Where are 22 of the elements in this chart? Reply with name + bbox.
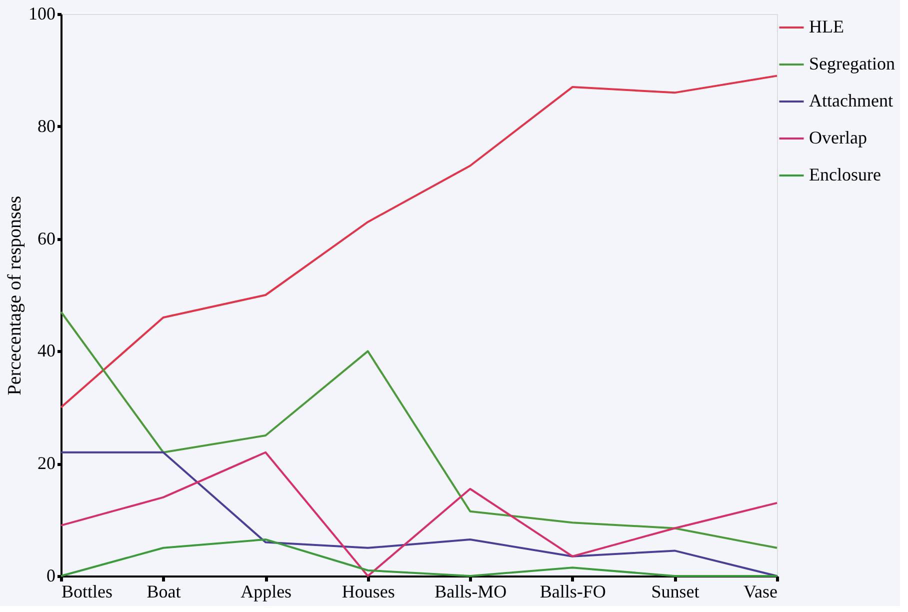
y-tick-label: 40 — [38, 340, 56, 361]
line-series — [60, 310, 778, 549]
y-tick-label: 20 — [38, 453, 56, 474]
legend-label: Segregation — [809, 54, 895, 74]
y-tick-label: 60 — [38, 228, 56, 248]
x-tick-label: Houses — [342, 582, 395, 602]
legend-label: Attachment — [809, 90, 893, 110]
x-tick-label: Apples — [240, 582, 292, 602]
y-tick-label: 80 — [38, 116, 56, 136]
x-tick-label: Sunset — [651, 582, 700, 602]
x-tick-label: Balls-MO — [434, 582, 507, 602]
x-tick-label: Bottles — [62, 582, 113, 602]
line-series — [60, 74, 778, 408]
legend-label: Enclosure — [809, 164, 881, 184]
legend-label: Overlap — [809, 128, 867, 148]
y-tick-label: 0 — [46, 566, 56, 586]
x-tick-label: Balls-FO — [540, 582, 606, 602]
x-tick-label: Vase — [744, 582, 778, 602]
x-tick-label: Boat — [146, 582, 181, 602]
legend-label: HLE — [809, 16, 844, 36]
y-axis-title: Percecentage of responses — [4, 196, 26, 396]
y-tick-label: 100 — [28, 4, 56, 24]
